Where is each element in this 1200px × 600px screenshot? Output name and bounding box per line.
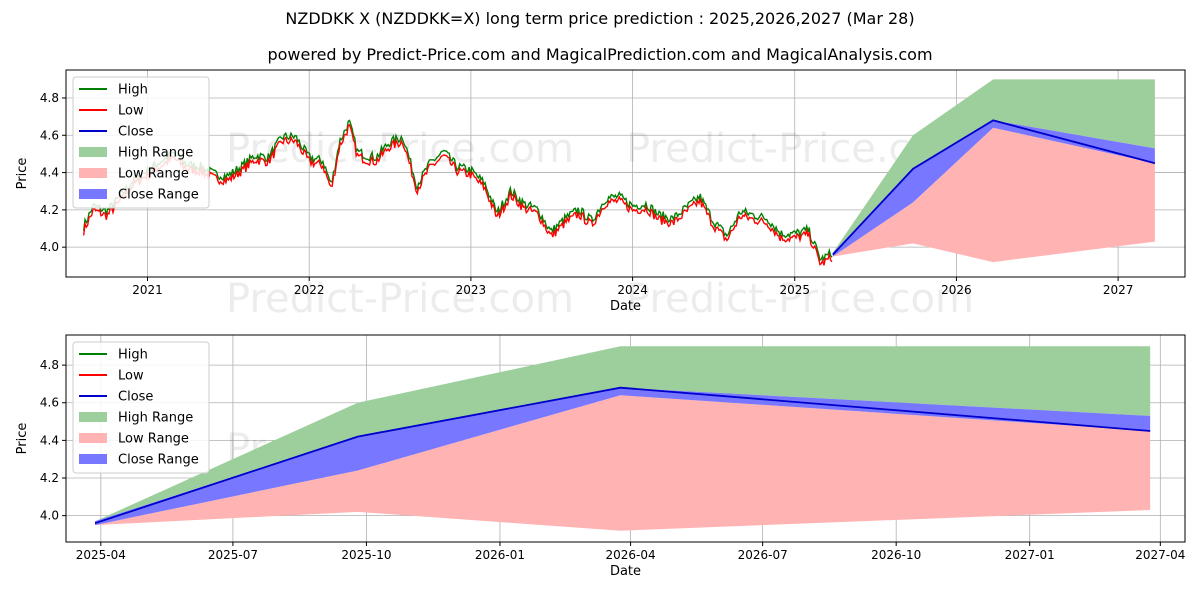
x-tick-label: 2027 — [1103, 283, 1134, 297]
y-tick-label: 4.2 — [40, 471, 59, 485]
x-tick-label: 2025-07 — [208, 548, 258, 562]
legend-label: Close Range — [118, 188, 199, 203]
x-tick-label: 2027-01 — [1005, 548, 1055, 562]
x-tick-label: 2026-01 — [475, 548, 525, 562]
x-tick-label: 2023 — [456, 283, 487, 297]
close-forecast-line — [94, 386, 1151, 525]
high-range-area — [832, 79, 1155, 253]
legend-label: Low — [118, 369, 144, 384]
close-range-area — [832, 120, 1155, 257]
x-tick-label: 2026 — [941, 283, 972, 297]
legend-label: Low — [118, 104, 144, 119]
y-tick-label: 4.2 — [40, 203, 59, 217]
legend-swatch — [79, 189, 107, 199]
x-tick-label: 2025-10 — [341, 548, 391, 562]
legend-label: Close — [118, 125, 153, 140]
y-tick-label: 4.8 — [40, 91, 59, 105]
y-tick-label: 4.8 — [40, 358, 59, 372]
chart-subtitle: powered by Predict-Price.com and Magical… — [267, 45, 933, 64]
x-tick-label: 2026-04 — [606, 548, 656, 562]
legend-label: High Range — [118, 146, 193, 161]
chart-panel-1: Predict-Price.com Predict-Price.com Predic… — [15, 69, 1186, 322]
legend-label: High — [118, 83, 148, 98]
plot-frame — [65, 69, 1186, 278]
legend-swatch — [79, 147, 107, 157]
x-tick-label: 2022 — [294, 283, 325, 297]
legend-label: Close — [118, 390, 153, 405]
low-range-area — [95, 395, 1151, 531]
legend-swatch — [79, 412, 107, 422]
y-tick-label: 4.0 — [40, 240, 59, 254]
legend-swatch — [79, 454, 107, 464]
x-tick-label: 2025 — [779, 283, 810, 297]
close-range-area — [95, 387, 1151, 526]
watermark-text: Predict-Price.com — [226, 276, 574, 322]
x-tick-label: 2024 — [617, 283, 648, 297]
y-tick-label: 4.0 — [40, 509, 59, 523]
chart-panel-2: Predict-Price.comPredict-Price.com2025-0… — [15, 334, 1186, 579]
y-axis-label: Price — [15, 423, 30, 455]
legend-swatch — [79, 168, 107, 178]
y-tick-label: 4.6 — [40, 128, 59, 142]
x-axis-label: Date — [610, 564, 641, 579]
legend-label: Low Range — [118, 167, 189, 182]
x-tick-label: 2026-07 — [738, 548, 788, 562]
legend: High Low Close High Range Low Range Close Ran… — [72, 76, 210, 209]
legend-label: Low Range — [118, 432, 189, 447]
x-tick-label: 2025-04 — [76, 548, 126, 562]
close-forecast-line — [832, 119, 1156, 256]
legend-swatch — [79, 433, 107, 443]
legend-label: High — [118, 348, 148, 363]
watermark-text: Predict-Price.com — [226, 126, 574, 172]
x-tick-label: 2027-04 — [1135, 548, 1185, 562]
x-tick-label: 2026-10 — [871, 548, 921, 562]
y-axis-label: Price — [15, 158, 30, 190]
legend-label: High Range — [118, 411, 193, 426]
y-tick-label: 4.4 — [40, 166, 59, 180]
low-range-area — [832, 127, 1155, 263]
y-tick-label: 4.6 — [40, 396, 59, 410]
legend: High Low Close High Range Low Range Close Ran… — [72, 341, 210, 474]
x-tick-label: 2021 — [132, 283, 163, 297]
legend-label: Close Range — [118, 453, 199, 468]
plot-frame — [65, 334, 1186, 543]
y-tick-label: 4.4 — [40, 433, 59, 447]
high-range-area — [95, 346, 1151, 522]
watermark-text: Predict-Price.com — [626, 276, 974, 322]
chart-title: NZDDKK X (NZDDKK=X) long term price pred… — [285, 9, 915, 28]
x-axis-label: Date — [610, 299, 641, 314]
